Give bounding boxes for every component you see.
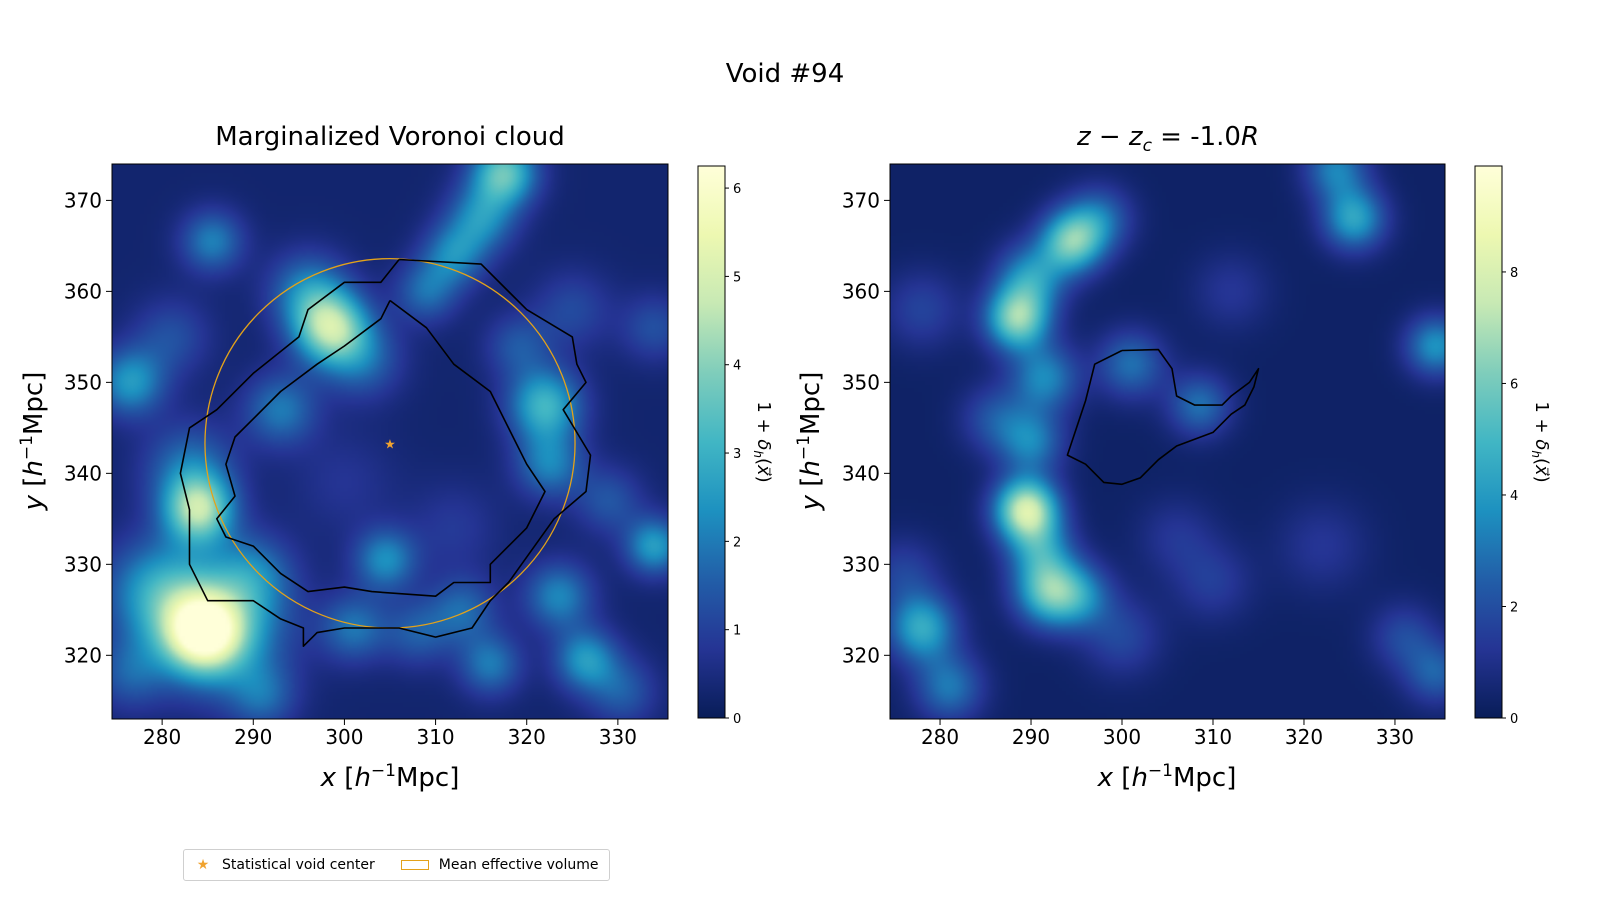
right-panel-title: z − zc = -1.0R bbox=[1076, 122, 1259, 156]
legend-label-void-center: Statistical void center bbox=[222, 857, 375, 873]
right-ytick-label: 350 bbox=[842, 370, 880, 394]
right-ytick-label: 370 bbox=[842, 188, 880, 212]
rectangle-outline-icon bbox=[400, 860, 429, 870]
right-xtick-label: 320 bbox=[1285, 725, 1323, 749]
right-void-contour-1 bbox=[1066, 348, 1260, 486]
left-ytick-label: 330 bbox=[64, 552, 102, 576]
right-colorbar-ticks: 0 2 4 6 8 bbox=[1502, 266, 1518, 727]
left-xlabel: x [h−1Mpc] bbox=[320, 761, 460, 793]
right-xlabel: x [h−1Mpc] bbox=[1097, 761, 1237, 793]
right-ylabel: y [h−1Mpc] bbox=[794, 372, 826, 512]
right-colorbar-label: 1 + δh(x⃗) bbox=[1529, 401, 1552, 482]
right-colorbar-tick-label: 2 bbox=[1510, 600, 1518, 615]
left-xtick-label: 280 bbox=[143, 725, 181, 749]
left-axes: 280 290 300 310 320 330 320 330 340 350 360 370 bbox=[64, 188, 637, 749]
left-ytick-label: 350 bbox=[64, 370, 102, 394]
left-ylabel: y [h−1Mpc] bbox=[17, 372, 49, 512]
left-colorbar bbox=[697, 165, 726, 719]
left-plot-frame bbox=[111, 163, 669, 720]
left-colorbar-tick-label: 6 bbox=[733, 182, 741, 197]
legend-label-mean-volume: Mean effective volume bbox=[438, 857, 599, 873]
figure-suptitle: Void #94 bbox=[726, 59, 845, 89]
left-ytick-label: 340 bbox=[64, 461, 102, 485]
legend: ★ Statistical void center Mean effective… bbox=[183, 849, 610, 881]
right-colorbar-tick-label: 4 bbox=[1510, 489, 1518, 504]
right-colorbar-tick-label: 6 bbox=[1510, 377, 1518, 392]
right-ytick-label: 360 bbox=[842, 279, 880, 303]
legend-entry-mean-volume: Mean effective volume bbox=[400, 857, 599, 873]
star-icon: ★ bbox=[196, 857, 210, 873]
right-colorbar bbox=[1474, 165, 1503, 719]
left-ytick-label: 370 bbox=[64, 188, 102, 212]
left-xtick-label: 290 bbox=[234, 725, 272, 749]
left-colorbar-tick-label: 2 bbox=[733, 535, 741, 550]
left-colorbar-tick-label: 5 bbox=[733, 270, 741, 285]
left-xtick-label: 330 bbox=[599, 725, 637, 749]
void-center-star-icon: ★ bbox=[384, 437, 396, 452]
right-overlays bbox=[1066, 348, 1260, 486]
left-colorbar-tick-label: 0 bbox=[733, 712, 741, 727]
left-colorbar-tick-label: 3 bbox=[733, 447, 741, 462]
left-colorbar-ticks: 0 1 2 3 4 5 6 bbox=[725, 182, 741, 727]
left-xtick-label: 300 bbox=[325, 725, 363, 749]
left-ytick-label: 360 bbox=[64, 279, 102, 303]
left-xtick-label: 310 bbox=[416, 725, 454, 749]
right-colorbar-tick-label: 8 bbox=[1510, 266, 1518, 281]
right-heatmap bbox=[890, 164, 1445, 719]
right-axes: 280 290 300 310 320 330 320 330 340 350 360 370 bbox=[842, 188, 1414, 749]
left-panel-title: Marginalized Voronoi cloud bbox=[215, 122, 565, 152]
left-colorbar-tick-label: 4 bbox=[733, 359, 741, 374]
left-overlays: ★ bbox=[179, 257, 592, 648]
legend-entry-void-center: ★ Statistical void center bbox=[194, 857, 375, 873]
right-ytick-label: 340 bbox=[842, 461, 880, 485]
right-xtick-label: 300 bbox=[1103, 725, 1141, 749]
left-xtick-label: 320 bbox=[508, 725, 546, 749]
right-xtick-label: 310 bbox=[1194, 725, 1232, 749]
left-void-contour-2 bbox=[216, 299, 546, 598]
right-density-image bbox=[890, 164, 1445, 719]
right-plot-frame bbox=[889, 163, 1446, 720]
right-xtick-label: 280 bbox=[921, 725, 959, 749]
left-void-contour-1 bbox=[179, 258, 592, 648]
right-xtick-label: 290 bbox=[1012, 725, 1050, 749]
right-colorbar-tick-label: 0 bbox=[1510, 712, 1518, 727]
left-colorbar-tick-label: 1 bbox=[733, 624, 741, 639]
right-xtick-label: 330 bbox=[1376, 725, 1414, 749]
right-ytick-label: 330 bbox=[842, 552, 880, 576]
right-ytick-label: 320 bbox=[842, 643, 880, 667]
left-ytick-label: 320 bbox=[64, 643, 102, 667]
left-colorbar-label: 1 + δh(x⃗) bbox=[751, 401, 774, 482]
